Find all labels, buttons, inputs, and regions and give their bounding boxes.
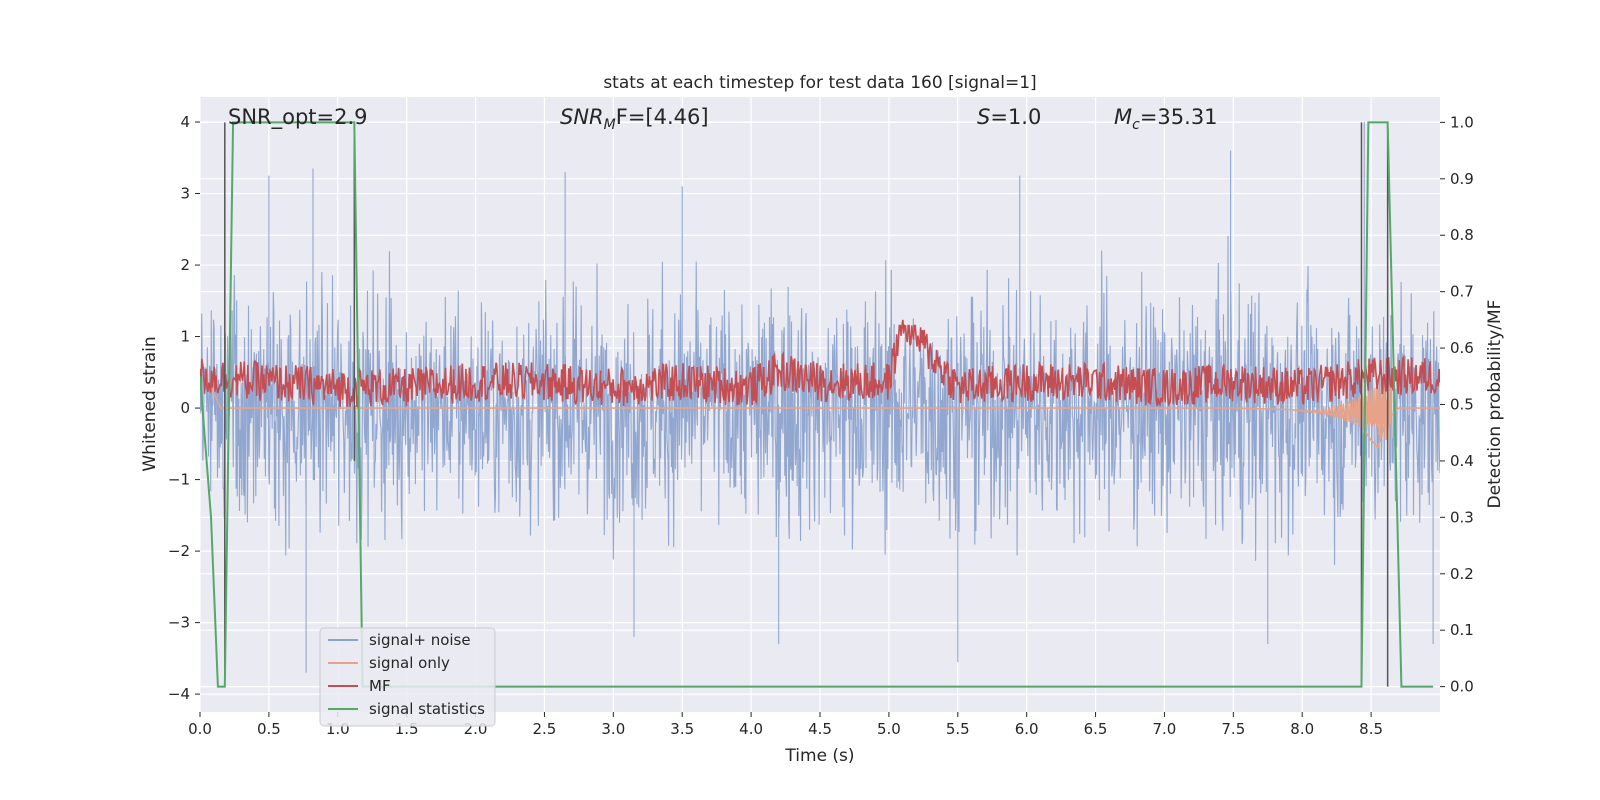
annotation-snr-mf-sub: M xyxy=(604,117,616,133)
x-tick-label: 5.5 xyxy=(946,720,970,738)
y2-tick-label: 0.5 xyxy=(1450,396,1474,414)
x-tick-label: 8.5 xyxy=(1359,720,1383,738)
legend-label-signal-plus-noise: signal+ noise xyxy=(369,631,471,649)
x-tick-label: 7.5 xyxy=(1221,720,1245,738)
x-tick-label: 6.5 xyxy=(1084,720,1108,738)
y-axis-label-right: Detection probability/MF xyxy=(1485,300,1505,509)
y2-tick-label: 0.8 xyxy=(1450,226,1474,244)
y2-tick-label: 0.1 xyxy=(1450,621,1474,639)
x-axis-ticks: 0.0 0.5 1.0 1.5 2.0 2.5 3.0 3.5 4.0 4.5 5.0 5.5 6.0 6… xyxy=(188,712,1383,738)
series-mf xyxy=(200,319,1440,408)
annotation-snr-mf: SNRMF=[4.46] xyxy=(560,105,709,133)
y2-tick-label: 0.9 xyxy=(1450,170,1474,188)
x-tick-label: 3.0 xyxy=(601,720,625,738)
mf-line xyxy=(200,319,1440,408)
x-tick-label: 3.5 xyxy=(670,720,694,738)
x-tick-label: 4.0 xyxy=(739,720,763,738)
annotation-mc-value: =35.31 xyxy=(1140,105,1218,129)
series-signal-only xyxy=(200,375,1440,449)
x-tick-label: 7.0 xyxy=(1153,720,1177,738)
annotation-s: S=1.0 xyxy=(977,105,1041,129)
annotation-mc-sub: c xyxy=(1132,117,1140,133)
chart-title: stats at each timestep for test data 160… xyxy=(603,73,1036,93)
y-tick-label: 4 xyxy=(180,113,190,131)
y2-tick-label: 0.2 xyxy=(1450,565,1474,583)
y-tick-label: 1 xyxy=(180,328,190,346)
x-tick-label: 6.0 xyxy=(1015,720,1039,738)
y-tick-label: 3 xyxy=(180,185,190,203)
y-axis-right-ticks: 0.0 0.1 0.2 0.3 0.4 0.5 0.6 0.7 0.8 0.9 1.0 xyxy=(1440,113,1474,696)
y2-tick-label: 1.0 xyxy=(1450,113,1474,131)
y2-tick-label: 0.6 xyxy=(1450,339,1474,357)
x-tick-label: 2.5 xyxy=(533,720,557,738)
x-tick-label: 8.0 xyxy=(1290,720,1314,738)
y2-tick-label: 0.0 xyxy=(1450,678,1474,696)
annotation-s-symbol: S xyxy=(977,105,990,129)
y-axis-label-left: Whitened strain xyxy=(140,336,160,471)
y-axis-left-ticks: −4 −3 −2 −1 0 1 2 3 4 xyxy=(168,113,200,703)
signal-statistics-line xyxy=(200,121,1434,688)
annotation-s-value: =1.0 xyxy=(990,105,1041,129)
x-tick-label: 0.5 xyxy=(257,720,281,738)
signal-only-chirp xyxy=(1301,380,1393,446)
legend-label-signal-only: signal only xyxy=(369,654,450,672)
legend-label-signal-statistics: signal statistics xyxy=(369,700,485,718)
y2-tick-label: 0.7 xyxy=(1450,283,1474,301)
y-tick-label: 0 xyxy=(180,399,190,417)
legend-box xyxy=(319,627,496,727)
x-tick-label: 5.0 xyxy=(877,720,901,738)
y-tick-label: −1 xyxy=(168,471,190,489)
y2-tick-label: 0.4 xyxy=(1450,452,1474,470)
y-tick-label: 2 xyxy=(180,256,190,274)
series-layer xyxy=(200,121,1440,688)
series-signal-statistics xyxy=(200,121,1434,688)
annotation-snr-mf-value: F=[4.46] xyxy=(616,105,709,129)
y-tick-label: −4 xyxy=(168,685,190,703)
y-tick-label: −2 xyxy=(168,542,190,560)
y-tick-label: −3 xyxy=(168,614,190,632)
annotation-snr-opt: SNR_opt=2.9 xyxy=(228,105,368,130)
x-tick-label: 0.0 xyxy=(188,720,212,738)
annotation-mc: Mc=35.31 xyxy=(1114,105,1218,133)
annotation-mc-symbol: M xyxy=(1114,105,1132,129)
legend: signal+ noise signal only MF signal stat… xyxy=(319,627,496,727)
legend-label-mf: MF xyxy=(369,677,391,695)
x-axis-label: Time (s) xyxy=(784,746,854,766)
x-tick-label: 4.5 xyxy=(808,720,832,738)
y2-tick-label: 0.3 xyxy=(1450,508,1474,526)
annotation-snr-mf-main: SNR xyxy=(560,105,604,129)
